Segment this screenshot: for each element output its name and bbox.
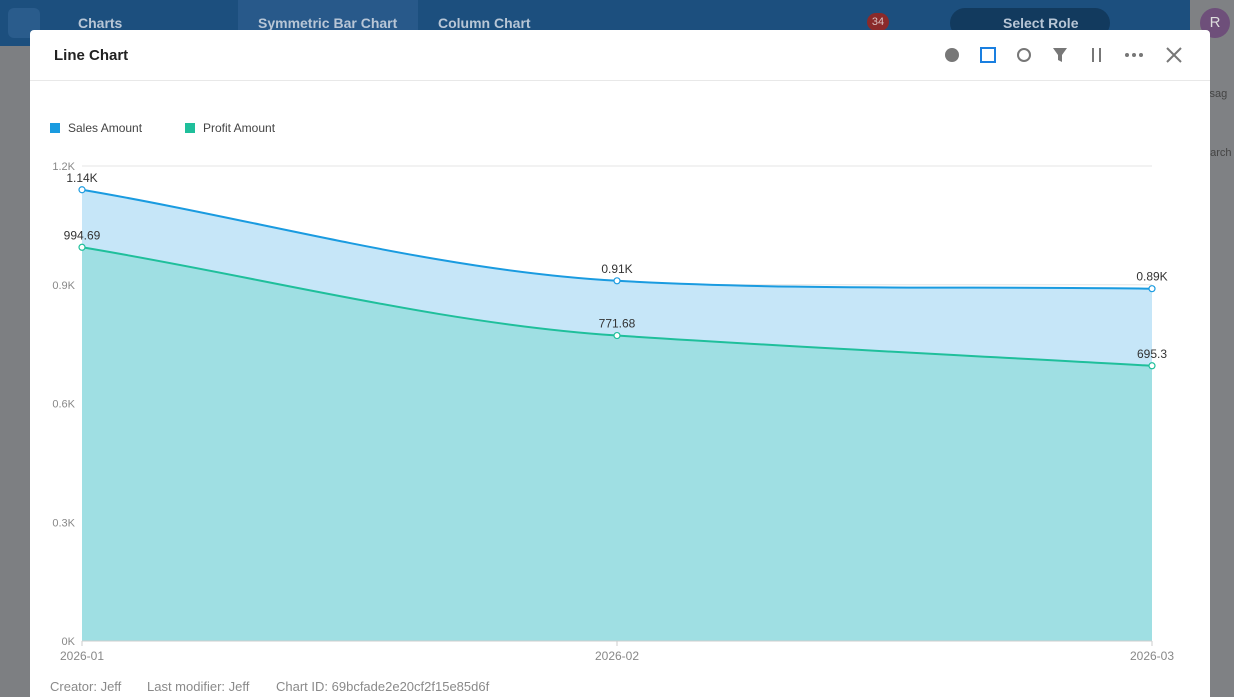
footer-text: Chart ID: 69bcfade2e20cf2f15e85d6f (276, 679, 490, 694)
tab[interactable]: Column Chart (438, 15, 531, 31)
legend-label: Sales Amount (68, 121, 143, 135)
area (82, 247, 1152, 641)
table-icon[interactable] (980, 47, 996, 63)
y-tick-label: 0K (62, 636, 76, 648)
point (78, 186, 86, 194)
point (1148, 285, 1156, 293)
close-button[interactable] (1166, 47, 1182, 63)
legend-swatch (50, 123, 60, 133)
y-tick-label: 1.2K (52, 161, 75, 173)
modal-header: Line Chart (30, 30, 1210, 81)
badge[interactable]: 34 (867, 13, 889, 31)
legend-label: Profit Amount (203, 121, 276, 135)
legend-swatch (185, 123, 195, 133)
y-tick-label: 0.3K (52, 517, 75, 529)
value-label: 771.68 (599, 317, 636, 331)
sort-icon[interactable] (1092, 48, 1101, 62)
point (613, 277, 621, 285)
point (1148, 362, 1156, 370)
value-label: 1.14K (66, 171, 97, 185)
more-icon[interactable] (1125, 53, 1143, 57)
settings-icon[interactable] (945, 48, 959, 62)
value-label: 0.89K (1136, 270, 1167, 284)
footer-text: Creator: Jeff (50, 679, 122, 694)
x-tick-label: 2026-03 (1130, 649, 1174, 663)
value-label: 695.3 (1137, 347, 1167, 361)
y-tick-label: 0.6K (52, 399, 75, 411)
x-tick-label: 2026-02 (595, 649, 639, 663)
filter-icon[interactable] (1053, 48, 1067, 62)
point (613, 331, 621, 340)
modal-title: Line Chart (54, 47, 129, 64)
refresh-icon[interactable] (1017, 48, 1031, 62)
value-label: 0.91K (601, 262, 632, 276)
point (78, 243, 86, 251)
footer-text: Last modifier: Jeff (147, 679, 250, 694)
tab[interactable]: Symmetric Bar Chart (258, 15, 398, 31)
x-tick-label: 2026-01 (60, 649, 104, 663)
side-text: earch (1204, 147, 1232, 159)
value-label: 994.69 (64, 228, 101, 242)
role-label[interactable]: Select Role (1003, 15, 1079, 31)
toolbar (945, 47, 1182, 63)
y-tick-label: 0.9K (52, 280, 75, 292)
app-title[interactable]: Charts (78, 15, 123, 31)
